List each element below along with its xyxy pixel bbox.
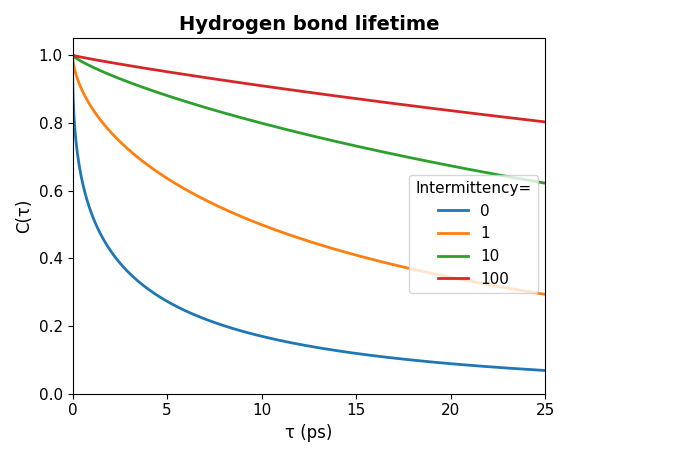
10 bbox=[68, 53, 76, 58]
1 bbox=[286, 232, 294, 238]
1 bbox=[528, 289, 536, 295]
100 bbox=[286, 87, 294, 92]
Line: 0: 0 bbox=[72, 55, 546, 371]
100 bbox=[298, 89, 306, 94]
10 bbox=[527, 178, 535, 184]
0 bbox=[68, 53, 76, 58]
0 bbox=[298, 342, 306, 348]
100 bbox=[441, 107, 449, 113]
1 bbox=[68, 53, 76, 58]
1 bbox=[92, 112, 101, 117]
100 bbox=[92, 57, 101, 63]
10 bbox=[92, 66, 101, 72]
100 bbox=[541, 119, 550, 125]
100 bbox=[68, 53, 76, 58]
100 bbox=[527, 117, 535, 123]
10 bbox=[298, 131, 306, 136]
0 bbox=[528, 367, 536, 372]
1 bbox=[541, 292, 550, 297]
10 bbox=[528, 178, 536, 184]
0 bbox=[527, 367, 535, 372]
X-axis label: τ (ps): τ (ps) bbox=[285, 424, 333, 442]
Legend: 0, 1, 10, 100: 0, 1, 10, 100 bbox=[409, 175, 538, 292]
Line: 100: 100 bbox=[72, 55, 546, 122]
Title: Hydrogen bond lifetime: Hydrogen bond lifetime bbox=[179, 15, 439, 34]
100 bbox=[528, 117, 536, 123]
1 bbox=[527, 289, 535, 295]
0 bbox=[286, 340, 294, 345]
1 bbox=[441, 273, 449, 279]
10 bbox=[441, 162, 449, 167]
Line: 1: 1 bbox=[72, 55, 546, 294]
0 bbox=[92, 223, 101, 228]
1 bbox=[298, 236, 306, 242]
10 bbox=[286, 128, 294, 133]
Line: 10: 10 bbox=[72, 55, 546, 183]
Y-axis label: C(τ): C(τ) bbox=[15, 199, 33, 233]
0 bbox=[541, 368, 550, 373]
10 bbox=[541, 181, 550, 186]
0 bbox=[441, 361, 449, 366]
